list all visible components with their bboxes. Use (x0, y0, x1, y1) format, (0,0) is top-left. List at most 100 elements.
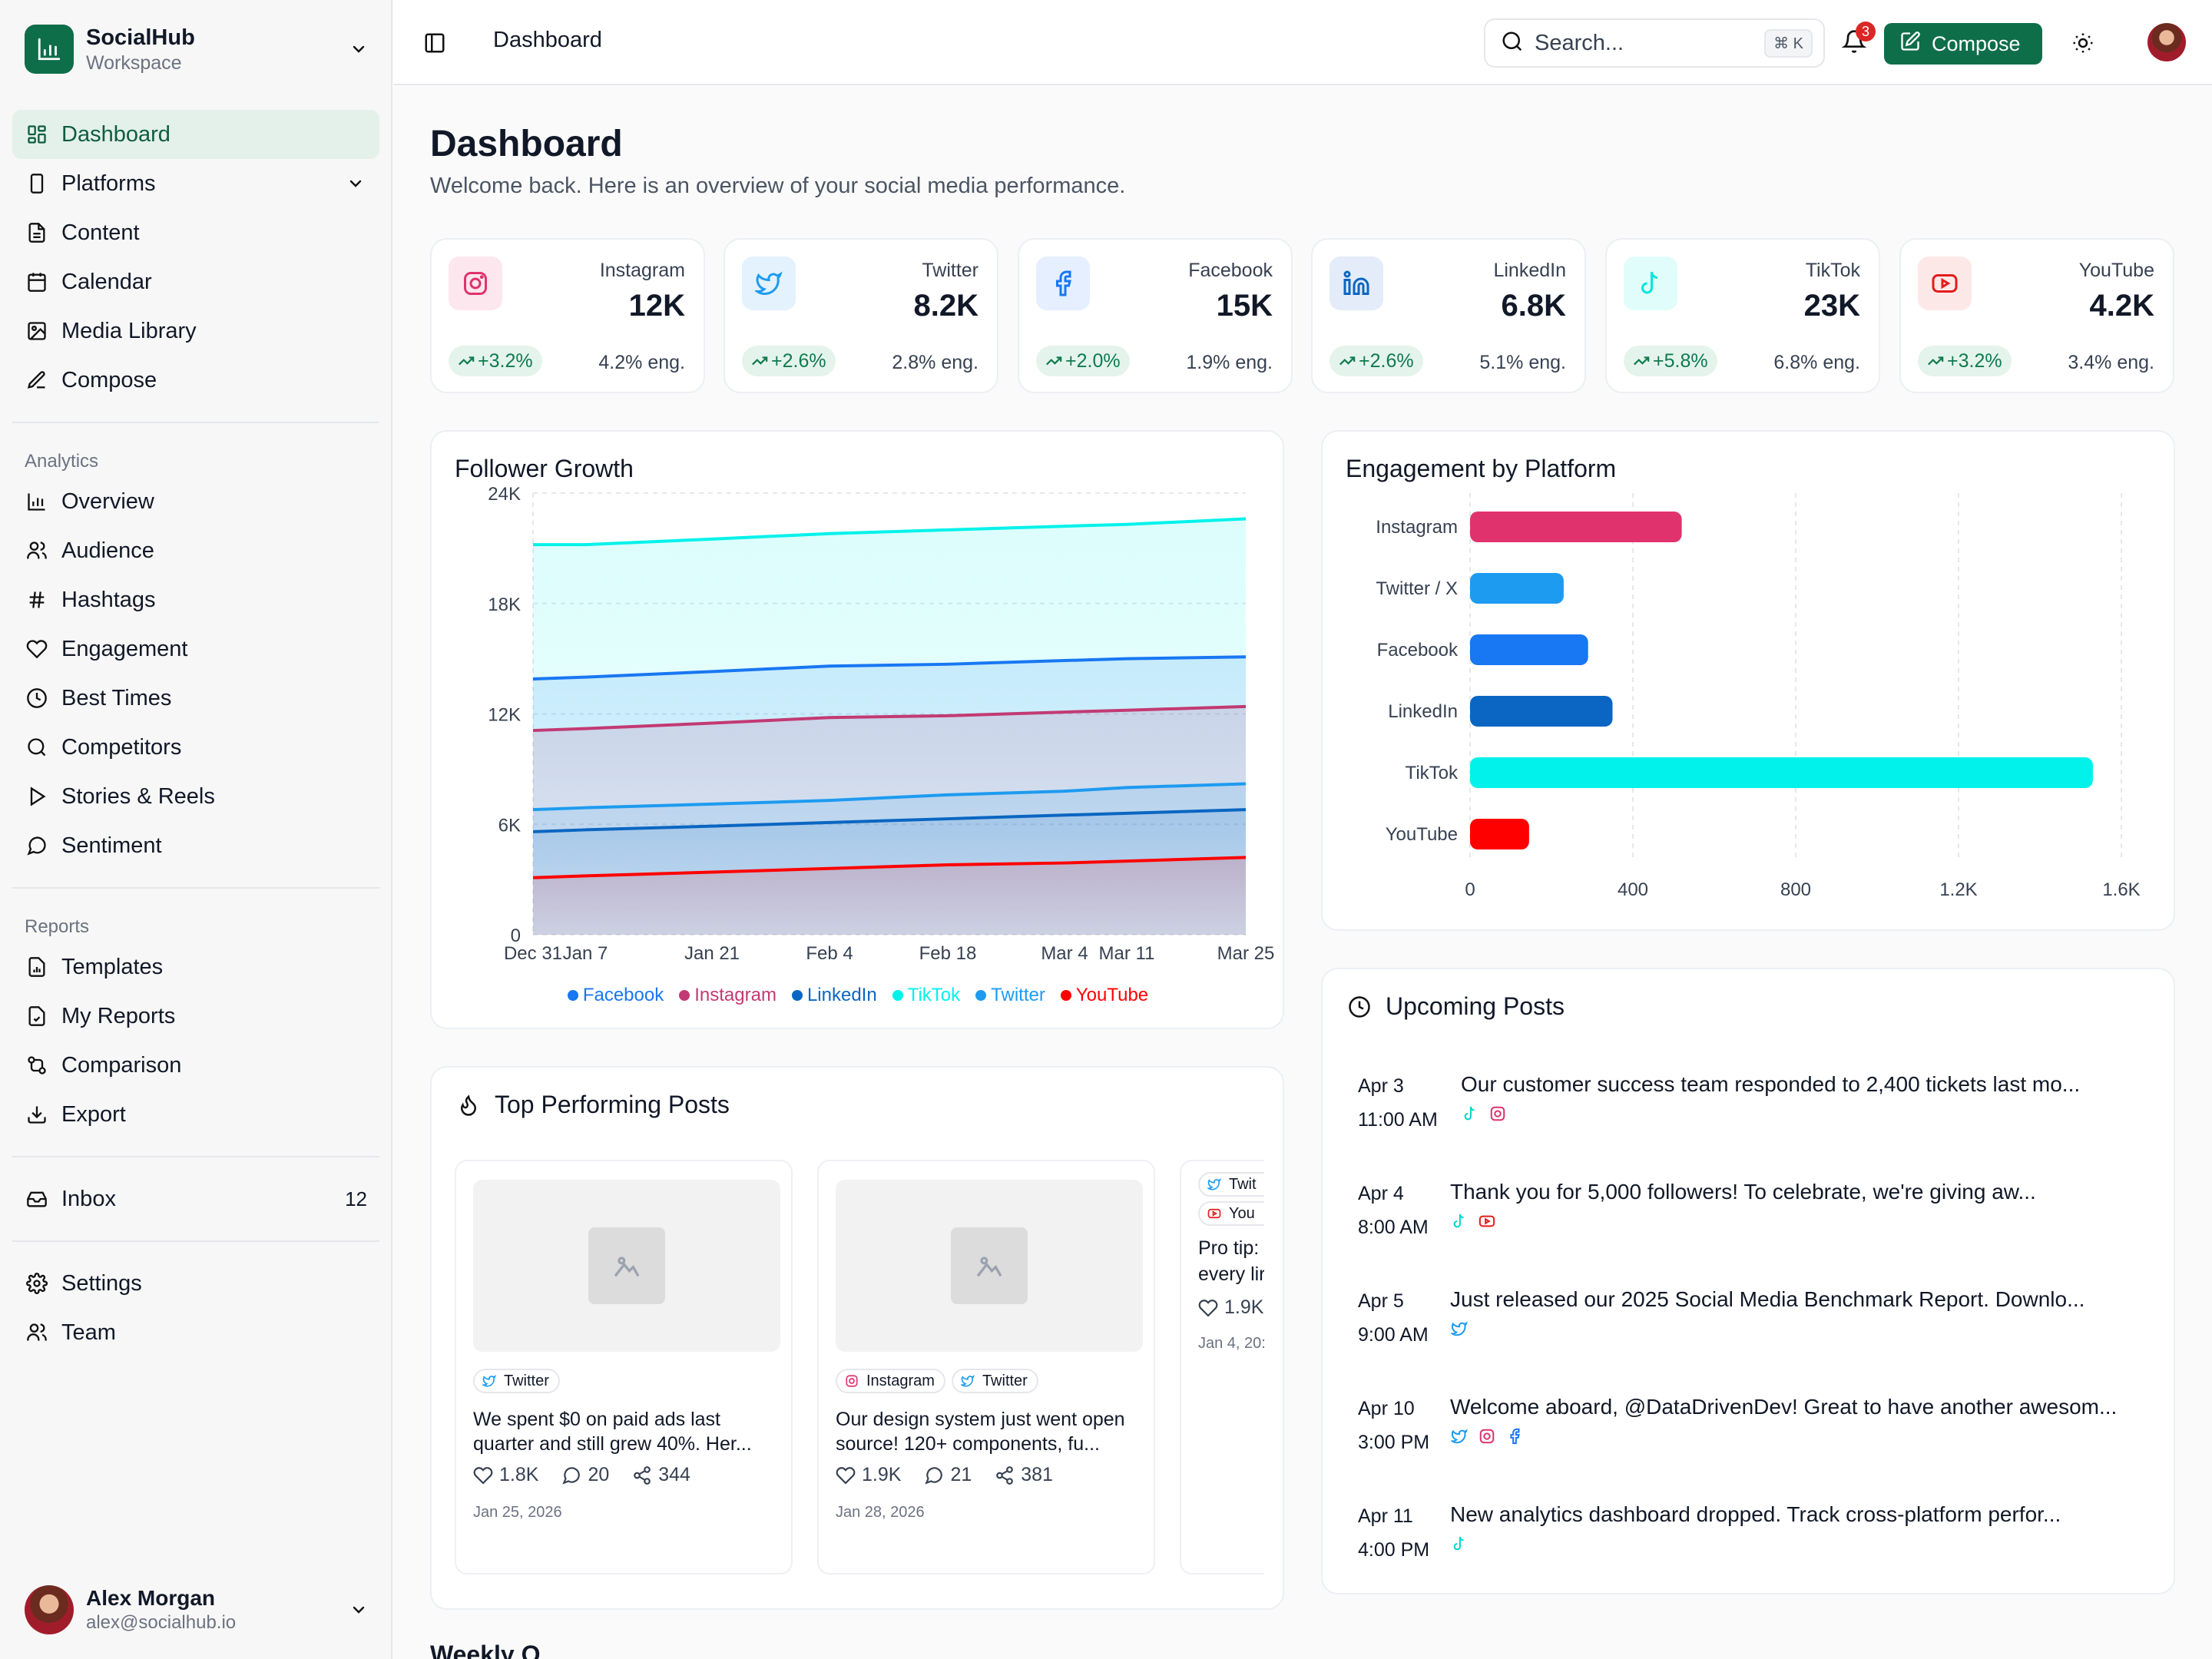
legend-item-youtube[interactable]: YouTube (1060, 985, 1148, 1006)
user-menu[interactable]: Alex Morgan alex@socialhub.io (25, 1582, 370, 1637)
y-tick-label: 0 (511, 926, 521, 946)
search-input[interactable]: Search... ⌘ K (1484, 18, 1825, 68)
sidebar-item-export[interactable]: Export (12, 1090, 379, 1139)
upcoming-post-item[interactable]: Apr 4 8:00 AM Thank you for 5,000 follower… (1358, 1177, 2126, 1253)
share-icon (632, 1465, 652, 1485)
stat-card-facebook[interactable]: Facebook 15K +2.0% 1.9% eng. (1018, 238, 1293, 393)
follower-growth-card: Follower Growth 0 6K 12K 18K 24K Dec 31 Jan 7 J… (430, 430, 1284, 1029)
stat-card-instagram[interactable]: Instagram 12K +3.2% 4.2% eng. (430, 238, 705, 393)
section-title-analytics: Analytics (25, 451, 99, 472)
upcoming-date: Apr 4 8:00 AM (1358, 1177, 1429, 1244)
sidebar-item-my-reports[interactable]: My Reports (12, 992, 379, 1041)
stat-value: 15K (1216, 289, 1273, 323)
post-card-partial[interactable]: Twit You Pro tip: I every lir 1.9K Jan 4,… (1180, 1160, 1264, 1575)
sidebar-item-settings[interactable]: Settings (12, 1259, 379, 1308)
sidebar-item-stories-reels[interactable]: Stories & Reels (12, 772, 379, 821)
platform-tag-twitter: Twit (1198, 1172, 1264, 1197)
stat-card-linkedin[interactable]: LinkedIn 6.8K +2.6% 5.1% eng. (1311, 238, 1586, 393)
sidebar-item-audience[interactable]: Audience (12, 526, 379, 575)
sidebar-item-overview[interactable]: Overview (12, 477, 379, 526)
clock-icon (25, 686, 49, 710)
bar-linkedin[interactable] (1470, 696, 1613, 727)
sidebar-item-competitors[interactable]: Competitors (12, 723, 379, 772)
stat-card-tiktok[interactable]: TikTok 23K +5.8% 6.8% eng. (1605, 238, 1880, 393)
tiktok-icon (1450, 1535, 1469, 1553)
upcoming-post-item[interactable]: Apr 10 3:00 PM Welcome aboard, @DataDriven… (1358, 1392, 2126, 1469)
play-icon (25, 784, 49, 809)
bar-facebook[interactable] (1470, 634, 1588, 665)
bar-twitter-x[interactable] (1470, 573, 1564, 604)
sidebar-item-media-library[interactable]: Media Library (12, 306, 379, 356)
sidebar-item-team[interactable]: Team (12, 1308, 379, 1357)
bar-tiktok[interactable] (1470, 757, 2093, 788)
card-title-label: Top Performing Posts (495, 1091, 730, 1118)
sidebar-item-best-times[interactable]: Best Times (12, 674, 379, 723)
post-card[interactable]: Twitter We spent $0 on paid ads last quar… (455, 1160, 793, 1575)
legend-dot (1060, 990, 1071, 1001)
sidebar-item-label: Inbox (61, 1186, 116, 1211)
theme-toggle-sun-icon[interactable] (2068, 28, 2098, 58)
sidebar-item-engagement[interactable]: Engagement (12, 624, 379, 674)
upcoming-date: Apr 3 11:00 AM (1358, 1069, 1438, 1137)
upcoming-time: 9:00 AM (1358, 1324, 1429, 1346)
legend-item-instagram[interactable]: Instagram (679, 985, 777, 1006)
phone-icon (25, 171, 49, 196)
trend-up-icon (751, 353, 768, 369)
legend-item-tiktok[interactable]: TikTok (892, 985, 960, 1006)
stat-change-badge: +3.2% (449, 346, 542, 376)
sidebar-item-label: Team (61, 1320, 116, 1345)
avatar[interactable] (2147, 23, 2186, 61)
upcoming-post-item[interactable]: Apr 11 4:00 PM New analytics dashboard dro… (1358, 1499, 2126, 1576)
users-icon (25, 1320, 49, 1345)
engagement-card: Engagement by Platform 0 400 800 1.2K 1.6K In… (1321, 430, 2175, 931)
post-card[interactable]: Instagram Twitter Our design system just… (817, 1160, 1155, 1575)
twitter-icon (742, 257, 796, 310)
y-tick-label: 6K (498, 815, 521, 836)
notifications-button[interactable]: 3 (1837, 22, 1876, 60)
sidebar-toggle-icon[interactable] (419, 28, 450, 58)
sidebar-item-platforms[interactable]: Platforms (12, 159, 379, 208)
heart-icon (25, 637, 49, 661)
post-text: Pro tip: I every lir (1198, 1235, 1264, 1287)
x-tick-label: Jan 7 (563, 943, 608, 964)
legend-dot (975, 990, 987, 1001)
sidebar-item-content[interactable]: Content (12, 208, 379, 257)
sidebar-item-compose[interactable]: Compose (12, 356, 379, 405)
dashboard-icon (25, 122, 49, 147)
stat-change-value: +3.2% (478, 349, 533, 372)
platform-tag-twitter: Twitter (473, 1369, 560, 1393)
sidebar-item-calendar[interactable]: Calendar (12, 257, 379, 306)
page-title: Dashboard (430, 124, 623, 164)
sidebar-item-label: My Reports (61, 1003, 176, 1028)
workspace-switcher[interactable]: SocialHub Workspace (25, 23, 370, 75)
bar-youtube[interactable] (1470, 819, 1529, 849)
top-posts-card: Top Performing Posts Twitter We spent $0… (430, 1066, 1284, 1610)
legend-item-twitter[interactable]: Twitter (975, 985, 1045, 1006)
legend-item-facebook[interactable]: Facebook (567, 985, 664, 1006)
notification-count-badge: 3 (1856, 22, 1876, 41)
compose-button[interactable]: Compose (1884, 23, 2042, 65)
stat-change-value: +3.2% (1947, 349, 2002, 372)
sidebar-item-hashtags[interactable]: Hashtags (12, 575, 379, 624)
upcoming-time: 3:00 PM (1358, 1432, 1430, 1453)
sidebar-item-dashboard[interactable]: Dashboard (12, 110, 379, 159)
stat-change-badge: +2.6% (742, 346, 836, 376)
upcoming-platform-icons (1450, 1212, 1496, 1230)
line-youtube (532, 856, 1247, 879)
sidebar-item-comparison[interactable]: Comparison (12, 1041, 379, 1090)
bar-instagram[interactable] (1470, 512, 1682, 542)
x-tick-label: Feb 4 (806, 943, 853, 964)
sidebar-item-inbox[interactable]: Inbox 12 (12, 1174, 379, 1224)
upcoming-post-item[interactable]: Apr 5 9:00 AM Just released our 2025 Socia… (1358, 1284, 2126, 1361)
sidebar-item-sentiment[interactable]: Sentiment (12, 821, 379, 870)
stat-value: 4.2K (2089, 289, 2155, 323)
stat-card-youtube[interactable]: YouTube 4.2K +3.2% 3.4% eng. (1899, 238, 2174, 393)
stat-card-twitter[interactable]: Twitter 8.2K +2.6% 2.8% eng. (724, 238, 998, 393)
line-twitter (532, 782, 1247, 812)
divider (12, 887, 379, 889)
legend-item-linkedin[interactable]: LinkedIn (791, 985, 877, 1006)
sidebar-item-templates[interactable]: Templates (12, 942, 379, 992)
x-tick-label: 1.2K (1939, 879, 1977, 900)
search-icon (1501, 30, 1524, 57)
upcoming-post-item[interactable]: Apr 3 11:00 AM Our customer success team r… (1358, 1069, 2126, 1146)
